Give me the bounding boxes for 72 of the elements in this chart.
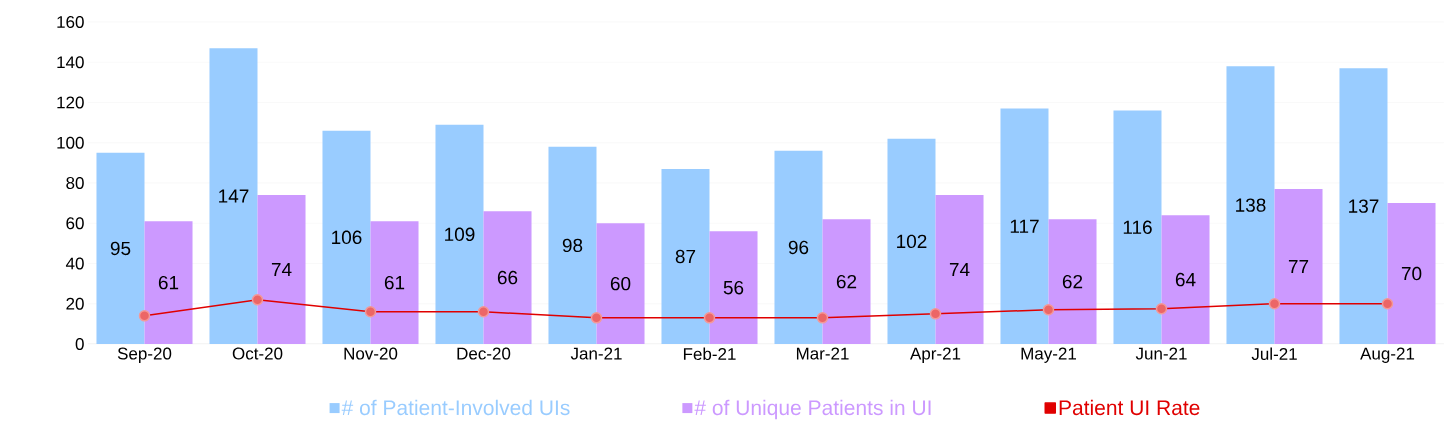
bar [1339, 68, 1388, 344]
bar [1161, 215, 1210, 344]
x-tick-label: Jul-21 [1251, 347, 1297, 361]
data-label: 61 [384, 275, 405, 290]
bar [435, 124, 484, 344]
data-label: 64 [1175, 272, 1196, 287]
data-label: 138 [1236, 198, 1266, 212]
bar [1048, 219, 1097, 344]
data-label: 77 [1288, 259, 1309, 274]
data-label: 74 [271, 263, 292, 277]
x-tick-label: Mar-21 [796, 347, 849, 360]
y-tick-label: 80 [66, 176, 84, 190]
data-label: 96 [788, 240, 809, 255]
bar [209, 48, 258, 344]
x-tick-label: May-21 [1021, 347, 1077, 363]
bar [370, 221, 419, 344]
bar [144, 221, 193, 344]
y-tick-label: 40 [65, 257, 84, 270]
x-tick-label: Sep-20 [117, 347, 172, 363]
legend-label: # of Patient-Involved UIs [341, 399, 570, 416]
data-label: 98 [562, 238, 583, 253]
data-label: 109 [445, 227, 475, 242]
bar [257, 195, 306, 344]
data-label: 62 [1062, 274, 1083, 289]
x-tick-label: Dec-20 [457, 347, 511, 360]
bar [1387, 203, 1436, 344]
data-label: 147 [219, 189, 249, 203]
bar [887, 138, 936, 344]
x-tick-label: Apr-21 [910, 347, 961, 363]
bar [1000, 108, 1049, 344]
x-tick-label: Jun-21 [1135, 347, 1187, 360]
y-tick-label: 0 [75, 337, 84, 351]
legend-label: # of Unique Patients in UI [694, 399, 931, 420]
bar [596, 223, 645, 344]
y-tick-label: 140 [57, 56, 84, 69]
data-label: 66 [497, 270, 518, 285]
data-label: 102 [897, 234, 927, 249]
x-tick-label: Feb-21 [683, 347, 736, 361]
data-label: 74 [949, 263, 970, 277]
data-label: 137 [1349, 199, 1379, 213]
y-tick-label: 100 [57, 136, 84, 149]
y-tick-label: 160 [57, 15, 84, 29]
bar [822, 219, 871, 344]
bar [322, 130, 371, 344]
bar [1113, 110, 1162, 344]
data-label: 116 [1123, 220, 1152, 234]
x-tick-label: Jan-21 [570, 347, 622, 360]
bar [96, 152, 145, 344]
bar [709, 231, 758, 344]
bar [661, 168, 710, 344]
data-label: 106 [332, 230, 362, 245]
y-tick-label: 20 [66, 297, 84, 310]
x-tick-label: Oct-20 [232, 347, 283, 360]
data-label: 60 [610, 276, 631, 291]
data-label: 95 [110, 241, 131, 256]
y-tick-label: 120 [57, 96, 84, 109]
legend-label: Patient UI Rate [1059, 399, 1200, 416]
bar [548, 146, 597, 344]
bar [774, 150, 823, 344]
x-tick-label: Nov-20 [344, 347, 398, 360]
bar [1274, 189, 1323, 344]
data-label: 61 [158, 275, 179, 290]
bar [1226, 66, 1275, 344]
y-tick-label: 60 [66, 217, 84, 230]
bar [935, 195, 984, 344]
data-label: 70 [1401, 266, 1422, 281]
x-tick-label: Aug-21 [1360, 347, 1415, 363]
data-label: 62 [836, 274, 857, 289]
data-label: 56 [723, 280, 744, 295]
bar [483, 211, 532, 344]
data-label: 117 [1010, 219, 1039, 233]
data-label: 87 [675, 249, 696, 264]
